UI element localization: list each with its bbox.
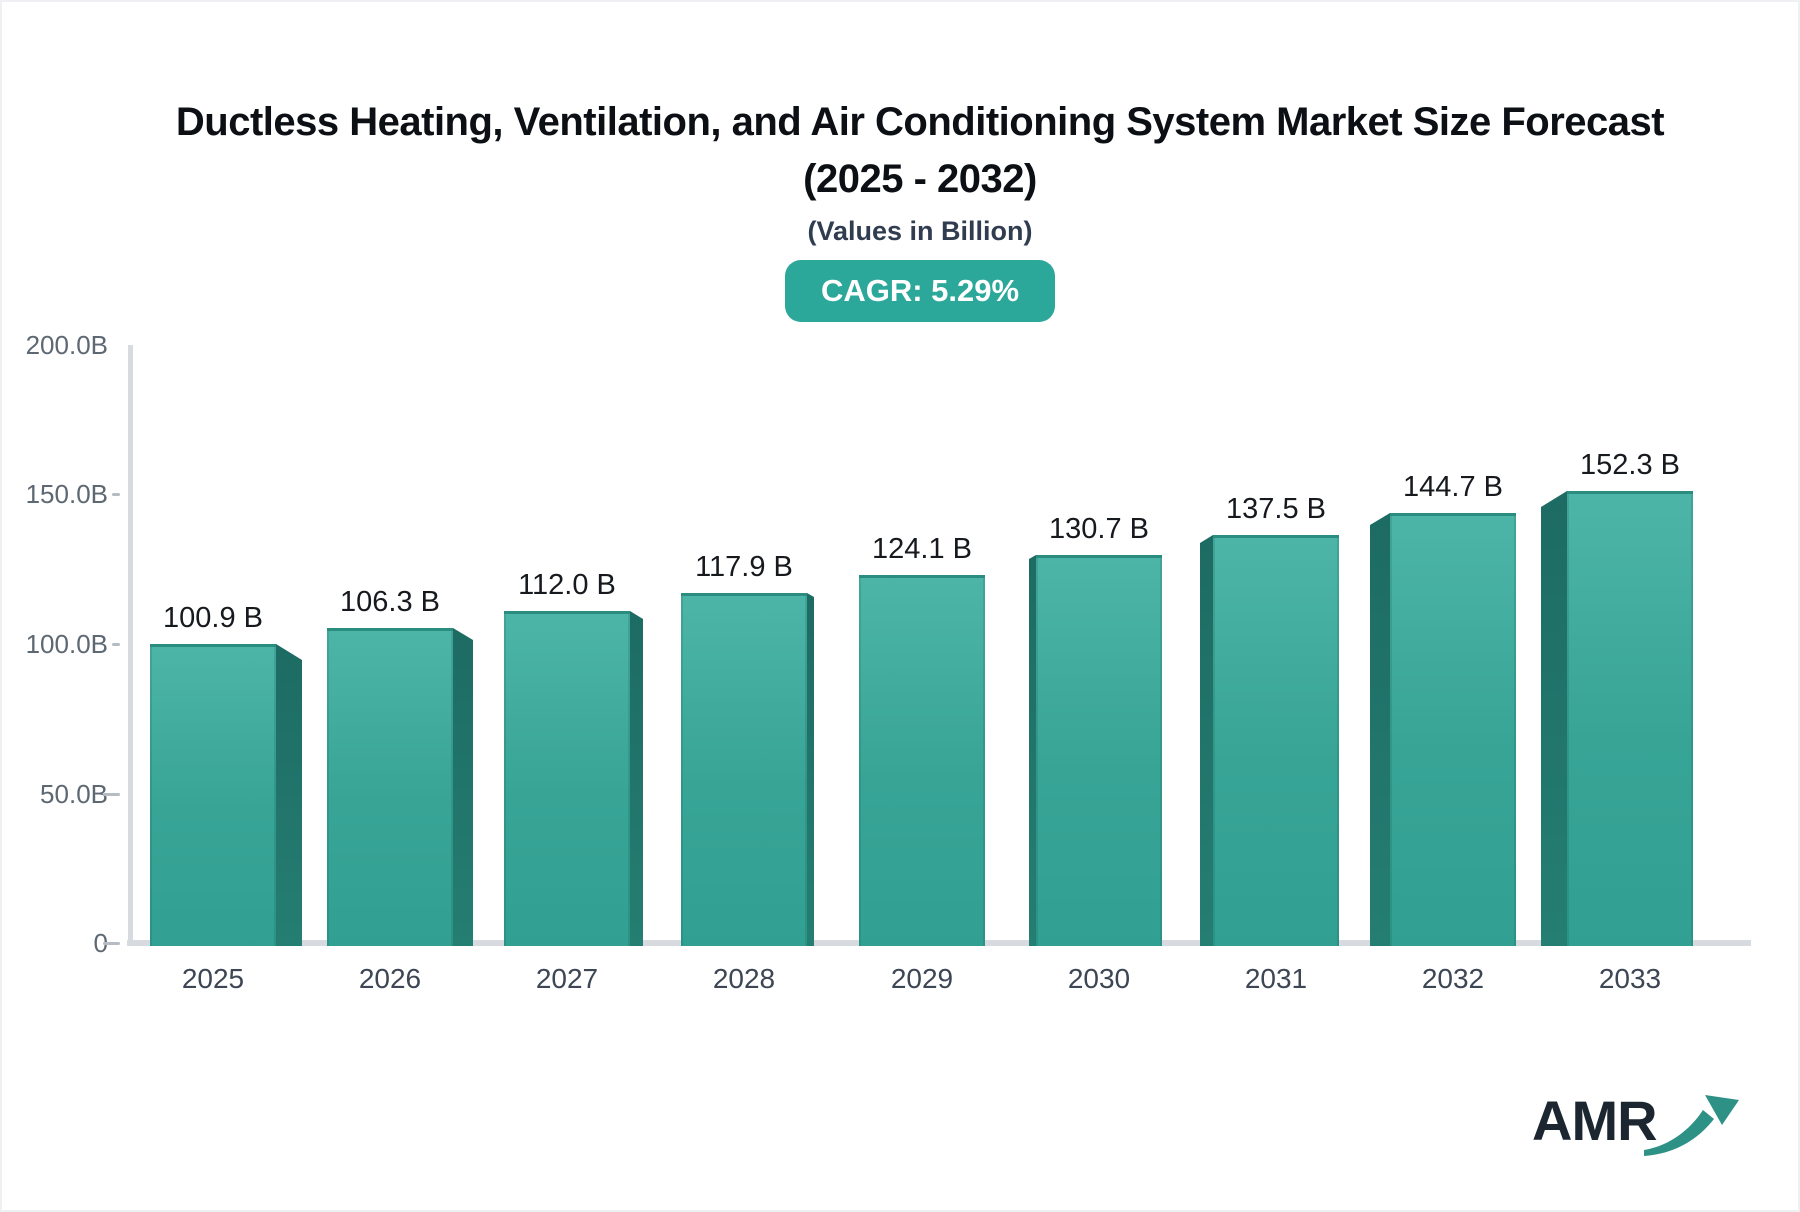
page-title: Ductless Heating, Ventilation, and Air C… — [40, 0, 1800, 208]
title-line-2: (2025 - 2032) — [803, 157, 1037, 201]
bar-value-label: 137.5 B — [1226, 493, 1326, 525]
bar-value-label: 112.0 B — [518, 569, 616, 601]
x-axis-label: 2029 — [890, 963, 954, 994]
chart-header: Ductless Heating, Ventilation, and Air C… — [40, 0, 1800, 322]
bar-front-face — [150, 644, 276, 946]
y-axis-tick — [112, 493, 120, 496]
bar-value-label: 100.9 B — [163, 602, 263, 634]
bar-front-face — [859, 575, 985, 946]
y-axis-label: 50.0B — [40, 779, 108, 809]
bar-front-face — [1213, 535, 1339, 946]
x-axis-label: 2025 — [181, 963, 245, 994]
bar-2028[interactable] — [681, 593, 814, 946]
bar-2025[interactable] — [150, 644, 302, 946]
bar-value-label: 124.1 B — [872, 533, 972, 565]
y-axis-tick — [103, 942, 120, 945]
bar-side-face — [1029, 555, 1036, 946]
x-axis-label: 2027 — [535, 963, 599, 994]
bar-value-label: 130.7 B — [1049, 513, 1149, 545]
bar-side-face — [807, 593, 814, 946]
bar-side-face — [1370, 513, 1390, 946]
amr-logo: AMR — [1524, 1086, 1739, 1176]
bar-front-face — [1567, 491, 1693, 946]
x-axis-label: 2030 — [1067, 963, 1131, 994]
bar-2031[interactable] — [1200, 535, 1339, 946]
y-axis-label: 100.0B — [25, 629, 108, 659]
bar-front-face — [1390, 513, 1516, 946]
bar-front-face — [681, 593, 807, 946]
trend-up-arrow-icon — [1644, 1095, 1739, 1156]
bar-side-face — [1541, 491, 1567, 946]
chart-subtitle: (Values in Billion) — [807, 216, 1033, 246]
bar-2033[interactable] — [1541, 491, 1693, 946]
y-axis-tick — [103, 793, 120, 796]
bar-front-face — [327, 628, 453, 946]
cagr-badge: CAGR: 5.29% — [784, 260, 1056, 322]
bar-front-face — [504, 611, 630, 946]
y-axis-label: 0 — [93, 928, 108, 958]
bar-side-face — [630, 611, 643, 946]
y-axis-line — [128, 345, 133, 946]
x-axis-label: 2032 — [1421, 963, 1485, 994]
bar-value-label: 106.3 B — [340, 586, 440, 618]
y-axis-label: 200.0B — [25, 330, 108, 360]
x-axis-label: 2026 — [358, 963, 422, 994]
bar-2026[interactable] — [327, 628, 473, 946]
title-line-1: Ductless Heating, Ventilation, and Air C… — [175, 100, 1665, 144]
bar-side-face — [276, 644, 302, 946]
x-axis-label: 2033 — [1598, 963, 1662, 994]
bar-value-label: 117.9 B — [695, 551, 793, 583]
bar-2027[interactable] — [504, 611, 643, 946]
bar-2030[interactable] — [1029, 555, 1162, 946]
y-axis-label: 150.0B — [25, 479, 108, 509]
bar-side-face — [1200, 535, 1213, 946]
bar-2032[interactable] — [1370, 513, 1516, 946]
bar-value-label: 144.7 B — [1403, 471, 1503, 503]
bar-value-label: 152.3 B — [1580, 449, 1680, 481]
amr-logo-text: AMR — [1532, 1089, 1658, 1152]
y-axis-tick — [112, 643, 120, 646]
bar-2029[interactable] — [859, 575, 985, 946]
x-axis-label: 2031 — [1244, 963, 1308, 994]
x-axis-label: 2028 — [712, 963, 776, 994]
bar-side-face — [453, 628, 473, 946]
bar-front-face — [1036, 555, 1162, 946]
